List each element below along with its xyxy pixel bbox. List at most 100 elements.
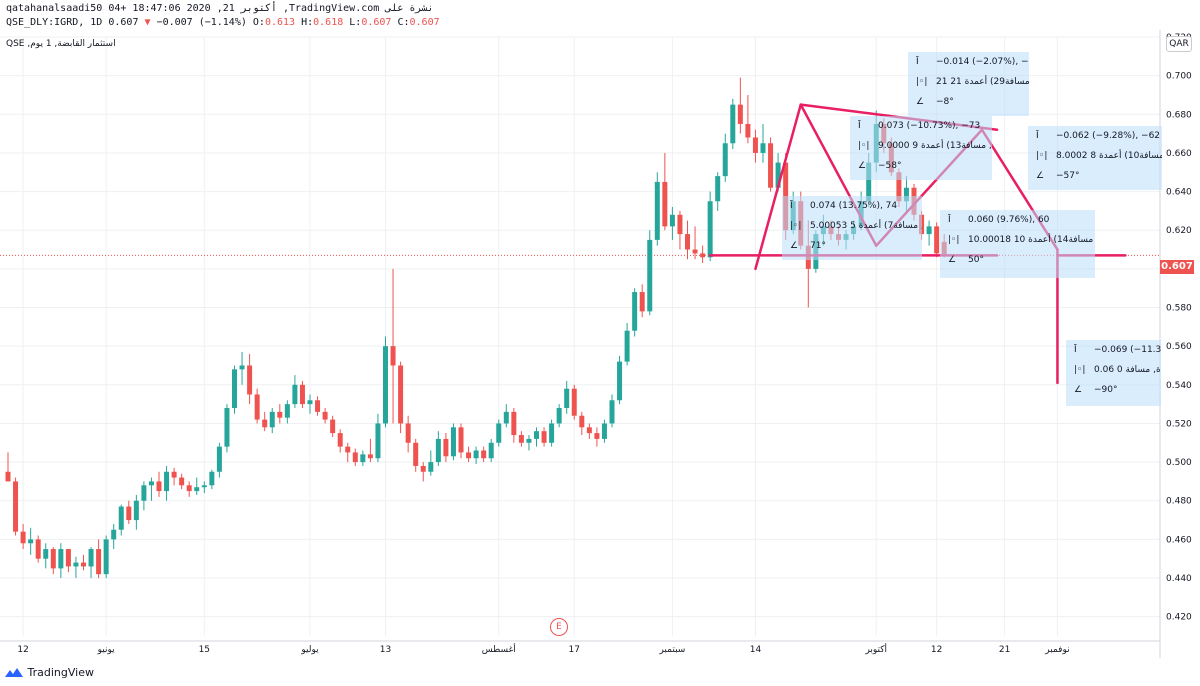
- candle-body[interactable]: [496, 423, 502, 443]
- candle-body[interactable]: [511, 411, 517, 436]
- candle-body[interactable]: [518, 435, 524, 443]
- candle-body[interactable]: [926, 226, 932, 235]
- candle-body[interactable]: [866, 162, 872, 202]
- candle-body[interactable]: [503, 411, 509, 424]
- candle-body[interactable]: [148, 481, 154, 486]
- candle-body[interactable]: [647, 239, 653, 312]
- candle-body[interactable]: [337, 433, 343, 447]
- candle-body[interactable]: [179, 477, 185, 486]
- measure-box-2[interactable]: Ī 0.073 (−10.73%), −73 |◦| 9.0000 يوم), مس…: [850, 116, 992, 180]
- candle-body[interactable]: [111, 529, 117, 540]
- candle-body[interactable]: [903, 187, 909, 202]
- candle-body[interactable]: [330, 419, 336, 434]
- candle-body[interactable]: [322, 411, 328, 420]
- candle-body[interactable]: [345, 446, 351, 453]
- candle-body[interactable]: [88, 549, 94, 567]
- candle-body[interactable]: [171, 471, 177, 478]
- candle-body[interactable]: [571, 388, 577, 416]
- candle-body[interactable]: [96, 549, 102, 575]
- candle-body[interactable]: [360, 454, 366, 463]
- earnings-event-badge[interactable]: E: [550, 618, 568, 636]
- candle-body[interactable]: [118, 506, 124, 530]
- candle-body[interactable]: [383, 346, 388, 424]
- candle-body[interactable]: [737, 104, 743, 124]
- candle-body[interactable]: [601, 423, 607, 439]
- candle-body[interactable]: [239, 365, 245, 370]
- candle-body[interactable]: [65, 549, 71, 567]
- candle-body[interactable]: [35, 539, 41, 559]
- tradingview-watermark[interactable]: TradingView: [0, 666, 94, 679]
- candle-body[interactable]: [277, 411, 283, 418]
- candle-body[interactable]: [556, 407, 562, 424]
- candle-body[interactable]: [315, 400, 321, 412]
- candle-body[interactable]: [352, 452, 358, 463]
- candle-body[interactable]: [420, 465, 426, 472]
- candle-body[interactable]: [224, 407, 230, 447]
- candle-body[interactable]: [43, 549, 49, 559]
- candle-body[interactable]: [28, 539, 34, 544]
- candle-body[interactable]: [216, 446, 222, 472]
- candle-body[interactable]: [639, 292, 645, 312]
- candle-body[interactable]: [262, 419, 268, 428]
- candle-body[interactable]: [526, 438, 532, 443]
- candle-body[interactable]: [428, 462, 434, 472]
- candle-body[interactable]: [58, 549, 64, 569]
- candle-body[interactable]: [707, 201, 713, 258]
- candle-body[interactable]: [760, 143, 766, 153]
- measure-box-6[interactable]: Ī −0.069 (−11.30%) |◦| 0.06 أعمدة, مسافة 0…: [1066, 340, 1161, 406]
- candle-body[interactable]: [413, 442, 419, 466]
- candle-body[interactable]: [677, 214, 683, 235]
- candle-body[interactable]: [669, 214, 675, 227]
- candle-body[interactable]: [534, 431, 539, 439]
- candle-body[interactable]: [730, 104, 736, 144]
- candle-body[interactable]: [458, 427, 464, 453]
- candle-body[interactable]: [103, 539, 109, 575]
- candle-body[interactable]: [194, 487, 200, 492]
- candle-body[interactable]: [292, 384, 298, 405]
- pattern-leg-up-1[interactable]: [754, 103, 802, 271]
- candle-body[interactable]: [126, 506, 132, 521]
- candle-body[interactable]: [73, 562, 79, 567]
- candle-body[interactable]: [156, 481, 162, 492]
- candle-body[interactable]: [375, 423, 381, 459]
- candle-body[interactable]: [201, 485, 207, 488]
- measure-box-1[interactable]: Ī −0.014 (−2.07%), −14 |◦| 21 يوم), مسافة2…: [908, 52, 1029, 116]
- measure-box-3[interactable]: Ī −0.062 (−9.28%), −62 |◦| 8.0002 يوم), مس…: [1028, 126, 1162, 190]
- candle-body[interactable]: [473, 450, 479, 459]
- candle-body[interactable]: [20, 531, 26, 544]
- measure-box-4[interactable]: Ī 0.074 (13.75%), 74 |◦| 5.00053 يوم), مسا…: [782, 196, 922, 260]
- candle-body[interactable]: [299, 384, 305, 405]
- candle-body[interactable]: [232, 369, 237, 408]
- candle-body[interactable]: [269, 411, 275, 428]
- candle-body[interactable]: [624, 330, 630, 362]
- candle-body[interactable]: [594, 433, 600, 439]
- candle-body[interactable]: [405, 423, 411, 443]
- candle-body[interactable]: [662, 181, 668, 227]
- candle-body[interactable]: [775, 162, 781, 188]
- candle-body[interactable]: [307, 400, 313, 405]
- candle-body[interactable]: [586, 427, 592, 434]
- measure-box-5[interactable]: Ī 0.060 (9.76%), 60 |◦| 10.00018 يوم), مسا…: [940, 210, 1095, 278]
- candle-body[interactable]: [617, 361, 623, 401]
- candle-body[interactable]: [390, 346, 396, 366]
- currency-button[interactable]: QAR: [1166, 36, 1192, 52]
- candle-body[interactable]: [934, 226, 940, 254]
- candle-body[interactable]: [398, 365, 404, 424]
- candle-body[interactable]: [141, 485, 147, 501]
- candle-body[interactable]: [564, 388, 570, 408]
- legend-chip[interactable]: QSE ,استثمار القابضة, 1 يوم: [6, 39, 116, 49]
- candle-body[interactable]: [609, 400, 615, 424]
- candle-body[interactable]: [654, 181, 660, 240]
- candle-body[interactable]: [896, 172, 902, 202]
- candle-body[interactable]: [81, 562, 86, 567]
- candle-body[interactable]: [5, 471, 11, 482]
- candle-body[interactable]: [247, 365, 253, 395]
- candle-body[interactable]: [632, 292, 638, 331]
- candle-body[interactable]: [488, 442, 494, 459]
- candle-body[interactable]: [700, 253, 706, 258]
- candle-body[interactable]: [443, 438, 449, 457]
- candle-body[interactable]: [50, 549, 56, 569]
- candle-body[interactable]: [745, 123, 751, 138]
- candle-body[interactable]: [541, 431, 547, 443]
- candle-body[interactable]: [481, 450, 487, 459]
